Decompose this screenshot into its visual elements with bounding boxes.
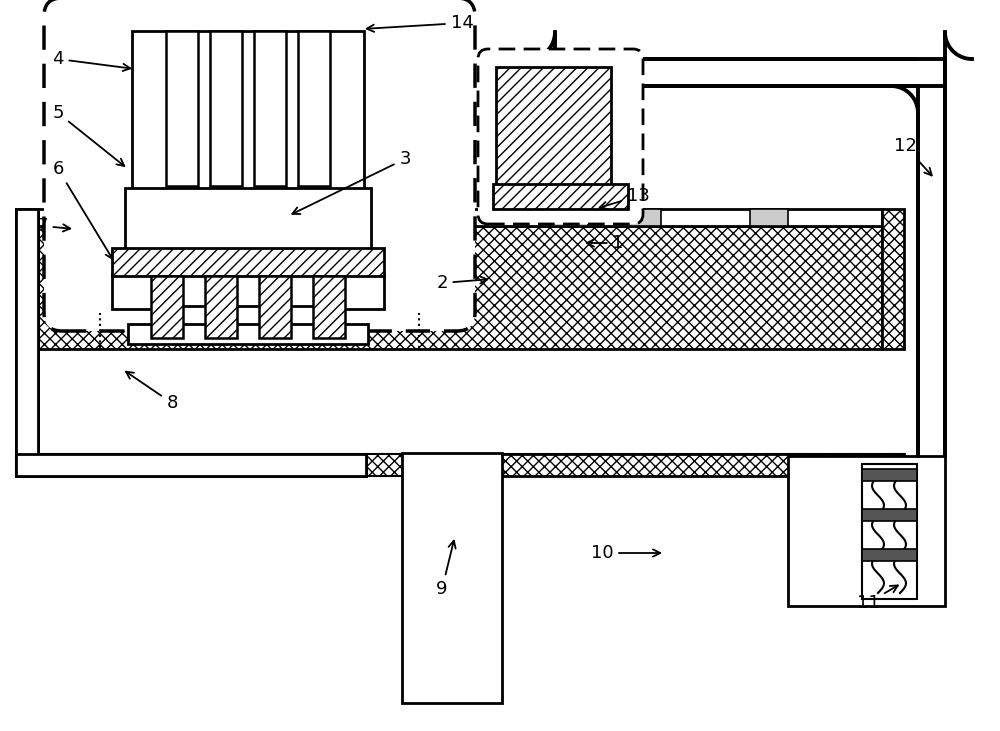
Bar	[259, 276, 291, 338]
Text: 3: 3	[292, 150, 411, 214]
Bar	[493, 184, 628, 209]
Bar	[155, 209, 193, 226]
Text: 4: 4	[52, 50, 130, 71]
Text: 9: 9	[436, 541, 456, 598]
Bar	[496, 67, 611, 192]
Bar	[550, 209, 588, 226]
Text: 10: 10	[591, 544, 660, 562]
Text: 1: 1	[587, 234, 624, 252]
Bar	[402, 453, 502, 703]
FancyBboxPatch shape	[478, 49, 643, 224]
Bar	[228, 209, 266, 226]
Bar	[254, 31, 286, 186]
Bar	[16, 209, 38, 476]
Text: 12: 12	[894, 137, 932, 175]
Text: 11: 11	[857, 586, 898, 612]
Bar	[205, 276, 237, 338]
Bar	[166, 31, 198, 186]
Text: 2: 2	[436, 274, 487, 292]
Bar	[112, 248, 384, 276]
Bar	[16, 349, 38, 476]
Bar	[112, 274, 384, 309]
Text: 8: 8	[126, 371, 178, 412]
Bar	[862, 509, 917, 521]
Bar	[125, 188, 371, 253]
Bar	[38, 226, 882, 349]
Bar	[313, 276, 345, 338]
Text: 5: 5	[52, 104, 124, 166]
Bar	[882, 209, 904, 349]
Bar	[355, 209, 393, 226]
Bar	[623, 209, 661, 226]
Bar	[128, 324, 368, 344]
Bar	[16, 454, 366, 476]
Text: 6: 6	[52, 160, 113, 259]
Text: 13: 13	[600, 187, 649, 209]
Bar	[132, 31, 364, 226]
Bar	[16, 454, 904, 476]
Text: 14: 14	[367, 14, 473, 32]
Bar	[862, 464, 917, 599]
Bar	[16, 209, 38, 476]
Bar	[862, 549, 917, 561]
Bar	[428, 209, 466, 226]
Bar	[168, 306, 328, 326]
Bar	[16, 454, 38, 476]
Bar	[151, 276, 183, 338]
Bar	[862, 469, 917, 481]
Bar	[16, 454, 366, 476]
Bar	[460, 454, 904, 476]
Bar	[788, 456, 945, 606]
Bar	[82, 209, 120, 226]
FancyBboxPatch shape	[44, 0, 475, 331]
Text: 7: 7	[36, 217, 70, 235]
Bar	[750, 209, 788, 226]
Bar	[210, 31, 242, 186]
Bar	[16, 327, 38, 349]
Bar	[298, 31, 330, 186]
Bar	[38, 209, 882, 226]
